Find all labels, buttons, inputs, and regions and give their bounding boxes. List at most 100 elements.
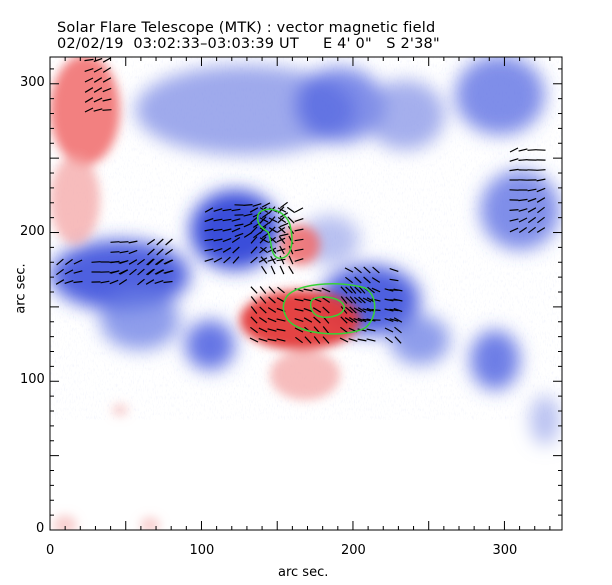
field-vector bbox=[518, 208, 528, 212]
field-vector bbox=[518, 217, 528, 223]
field-vector bbox=[250, 306, 258, 314]
field-vector bbox=[102, 77, 112, 83]
field-vector bbox=[509, 158, 519, 162]
field-vector bbox=[119, 269, 129, 275]
field-vector bbox=[204, 238, 214, 242]
y-tick-label: 200 bbox=[20, 223, 45, 239]
field-vector bbox=[118, 278, 128, 286]
field-vector bbox=[509, 168, 519, 172]
field-vector bbox=[362, 308, 372, 312]
field-vector bbox=[358, 286, 366, 294]
field-vector bbox=[345, 306, 353, 314]
field-vector bbox=[213, 238, 223, 242]
field-vector bbox=[518, 198, 528, 202]
field-vector bbox=[267, 317, 277, 323]
field-vector bbox=[145, 279, 155, 285]
field-vector bbox=[353, 318, 363, 322]
field-vector bbox=[344, 317, 354, 323]
field-vector bbox=[269, 236, 277, 244]
field-vector bbox=[213, 248, 223, 252]
field-vector bbox=[163, 280, 173, 284]
field-vector bbox=[288, 265, 294, 275]
field-vector bbox=[286, 206, 296, 214]
field-vector bbox=[165, 238, 173, 246]
field-vector bbox=[250, 236, 258, 244]
field-vector bbox=[354, 266, 362, 274]
field-vector bbox=[268, 227, 278, 233]
field-vector bbox=[249, 207, 259, 213]
field-vector bbox=[509, 209, 519, 211]
field-vector bbox=[100, 280, 110, 284]
field-vector bbox=[261, 211, 271, 219]
field-vector bbox=[250, 296, 258, 304]
field-vector bbox=[222, 208, 232, 212]
field-vector bbox=[267, 307, 277, 313]
field-vector bbox=[260, 265, 268, 275]
field-vector bbox=[270, 265, 276, 275]
field-vector bbox=[303, 307, 313, 313]
field-vector bbox=[258, 338, 268, 342]
field-vector bbox=[231, 227, 241, 233]
field-vector bbox=[258, 257, 268, 263]
field-vector bbox=[366, 328, 376, 332]
field-vector bbox=[249, 337, 259, 343]
field-vector bbox=[204, 248, 214, 252]
field-vector bbox=[357, 317, 367, 323]
field-vector bbox=[259, 217, 269, 223]
field-vector bbox=[147, 258, 155, 266]
field-vector bbox=[279, 245, 285, 255]
field-vector bbox=[109, 279, 119, 285]
field-vector bbox=[73, 259, 83, 265]
field-vector bbox=[253, 231, 261, 239]
field-vector bbox=[93, 108, 103, 112]
field-vector bbox=[303, 288, 313, 292]
field-vector bbox=[518, 227, 528, 233]
field-vector bbox=[353, 307, 363, 313]
field-vector bbox=[250, 216, 258, 224]
field-vector bbox=[371, 308, 381, 312]
field-vector bbox=[260, 256, 268, 264]
field-vector bbox=[509, 218, 519, 222]
field-vector bbox=[102, 87, 112, 93]
field-vector bbox=[156, 238, 164, 246]
field-vector bbox=[357, 307, 367, 313]
field-vector bbox=[349, 296, 357, 304]
field-vector bbox=[137, 258, 145, 266]
contours bbox=[256, 208, 376, 335]
field-vector bbox=[279, 265, 285, 275]
field-vector bbox=[232, 246, 240, 254]
field-vector bbox=[363, 266, 371, 274]
field-vector bbox=[303, 317, 313, 323]
field-vector bbox=[527, 207, 537, 213]
field-vector bbox=[340, 296, 348, 304]
field-vector bbox=[267, 338, 277, 342]
field-vector bbox=[288, 255, 294, 265]
x-tick-label: 300 bbox=[492, 543, 518, 558]
field-vector bbox=[258, 317, 268, 323]
field-vectors bbox=[55, 57, 546, 344]
field-vector bbox=[164, 270, 174, 274]
field-vector bbox=[250, 246, 258, 254]
field-vector bbox=[536, 178, 546, 182]
field-vector bbox=[204, 258, 214, 262]
field-vector bbox=[222, 237, 232, 243]
field-vector bbox=[268, 286, 276, 294]
field-vector bbox=[384, 288, 394, 292]
field-vector bbox=[222, 228, 232, 232]
plot-title-line2: 02/02/19 03:02:33–03:03:39 UT E 4' 0" S … bbox=[57, 36, 440, 52]
field-vector bbox=[363, 276, 371, 284]
field-vector bbox=[261, 202, 271, 208]
field-vector bbox=[231, 236, 241, 244]
field-vector bbox=[243, 213, 253, 217]
field-vector bbox=[213, 257, 223, 263]
field-vector bbox=[84, 107, 94, 113]
y-tick-label: 300 bbox=[20, 74, 45, 90]
field-vector bbox=[65, 258, 73, 266]
field-vector bbox=[349, 306, 357, 314]
field-vector bbox=[119, 241, 129, 243]
field-vector bbox=[384, 327, 394, 333]
field-vector bbox=[155, 269, 165, 275]
field-vector bbox=[349, 286, 357, 294]
field-vector bbox=[119, 260, 129, 264]
field-vector bbox=[119, 250, 129, 254]
